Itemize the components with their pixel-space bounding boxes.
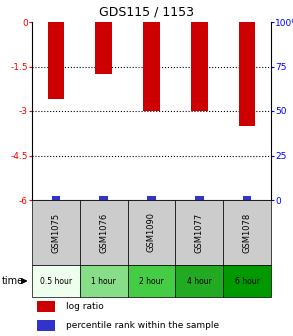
Text: GSM1076: GSM1076 (99, 212, 108, 253)
Bar (239, 22, 255, 126)
Bar (147, 197, 156, 200)
Text: 1 hour: 1 hour (91, 277, 116, 286)
Text: GSM1075: GSM1075 (51, 212, 60, 253)
Bar (52, 197, 60, 200)
Text: percentile rank within the sample: percentile rank within the sample (66, 321, 219, 330)
Bar (223, 200, 271, 265)
Bar (176, 200, 223, 265)
Bar (99, 197, 108, 200)
Text: time: time (1, 276, 24, 286)
Bar (191, 22, 208, 111)
Text: GSM1090: GSM1090 (147, 212, 156, 252)
Bar (127, 200, 176, 265)
Text: GSM1078: GSM1078 (243, 212, 252, 253)
Bar (127, 265, 176, 297)
Text: 2 hour: 2 hour (139, 277, 164, 286)
Text: GSM1077: GSM1077 (195, 212, 204, 253)
Bar (195, 197, 204, 200)
Text: GDS115 / 1153: GDS115 / 1153 (99, 6, 194, 18)
Bar (143, 22, 160, 111)
Bar (47, 22, 64, 99)
Bar (223, 265, 271, 297)
Bar (80, 200, 127, 265)
Bar (32, 200, 80, 265)
Text: log ratio: log ratio (66, 302, 104, 311)
Text: 0.5 hour: 0.5 hour (40, 277, 72, 286)
Bar (37, 301, 55, 312)
Bar (176, 265, 223, 297)
Bar (37, 321, 55, 331)
Text: 6 hour: 6 hour (235, 277, 260, 286)
Bar (80, 265, 127, 297)
Bar (243, 197, 251, 200)
Text: 4 hour: 4 hour (187, 277, 212, 286)
Bar (95, 22, 112, 74)
Bar (32, 265, 80, 297)
